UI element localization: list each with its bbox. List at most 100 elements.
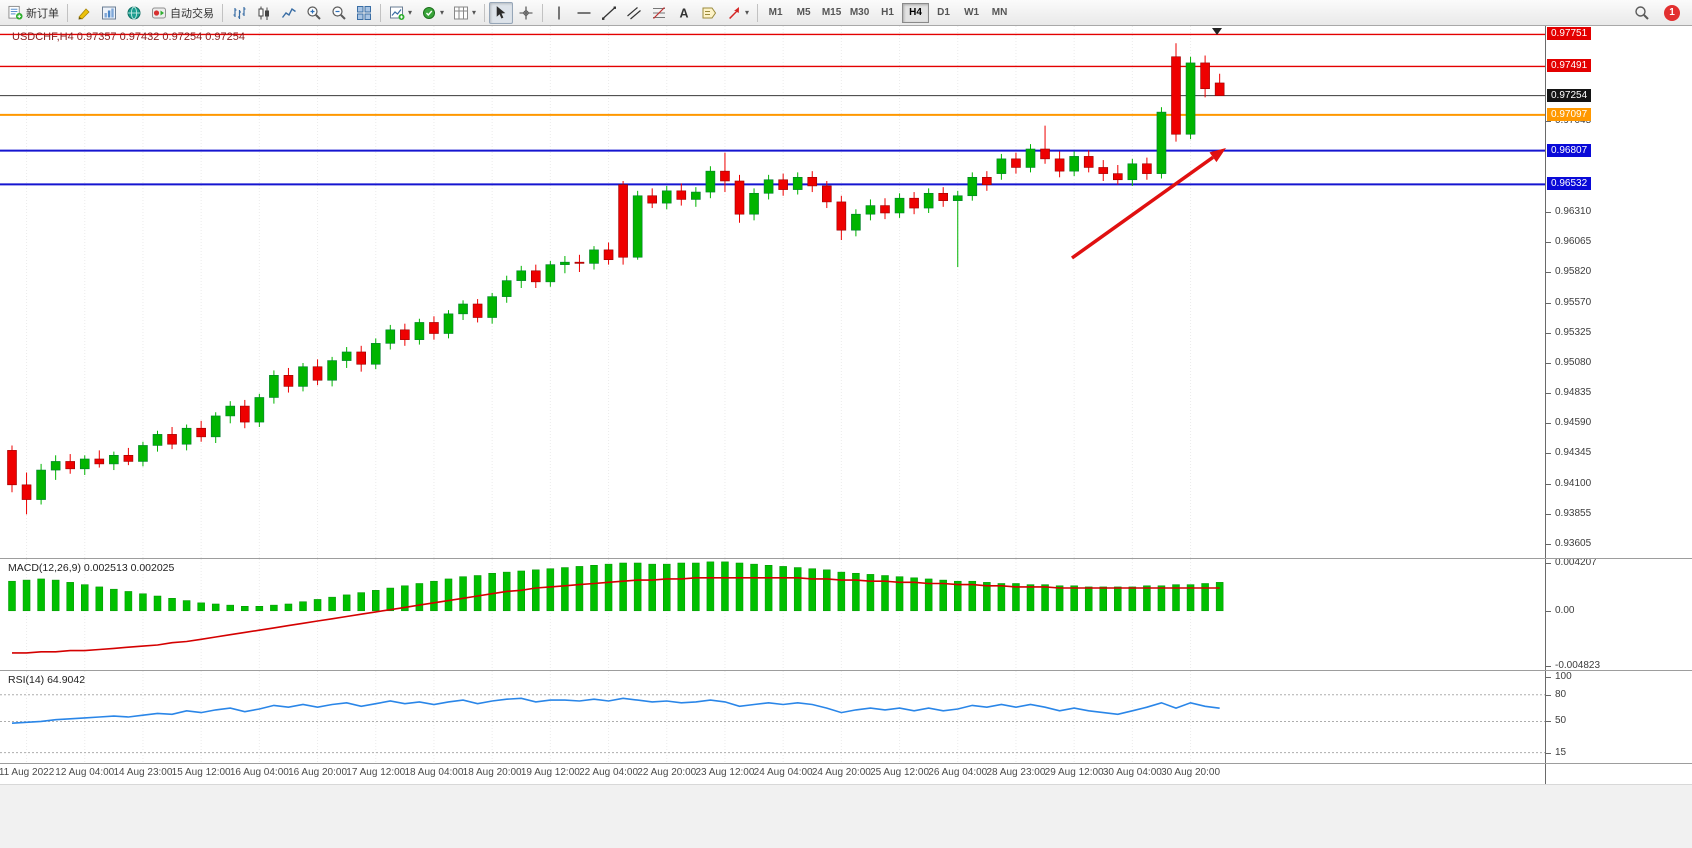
timeframe-m30-button[interactable]: M30 [846, 3, 873, 23]
candlestick-chart-button[interactable] [252, 2, 276, 24]
time-axis-label: 30 Aug 20:00 [1161, 767, 1221, 778]
price-level-badge: 0.97491 [1547, 59, 1592, 73]
arrows-tool-button[interactable]: ▾ [722, 2, 753, 24]
vertical-line-tool-button[interactable] [547, 2, 571, 24]
cursor-tool-button[interactable] [489, 1, 514, 24]
panel-divider[interactable] [0, 670, 1692, 671]
axis-tick-mark [1546, 544, 1551, 546]
candlestick-chart-icon [258, 6, 269, 20]
new-chart-button[interactable]: ▾ [385, 2, 416, 24]
macd-indicator-canvas[interactable] [0, 559, 1545, 670]
price-level-badge: 0.97751 [1547, 27, 1592, 41]
axis-tick-mark [1546, 610, 1551, 612]
horizontal-line-tool-button[interactable] [572, 2, 596, 24]
zoom-in-button[interactable] [302, 2, 326, 24]
auto-trading-button[interactable]: 自动交易 [147, 2, 218, 24]
axis-tick-label: 0.95080 [1555, 357, 1592, 369]
horizontal-line-icon [577, 11, 591, 14]
axis-tick-mark [1546, 562, 1551, 564]
time-axis-label: 24 Aug 20:00 [811, 767, 871, 778]
axis-tick-label: 0.96310 [1555, 205, 1592, 217]
crosshair-tool-button[interactable] [514, 2, 538, 24]
axis-tick-mark [1546, 423, 1551, 425]
cursor-icon [496, 6, 506, 19]
notification-badge[interactable]: 1 [1664, 4, 1680, 21]
fibonacci-tool-button[interactable] [647, 2, 671, 24]
axis-tick-mark [1546, 752, 1551, 754]
toolbar-separator [757, 3, 759, 22]
axis-tick-label: 0.004207 [1555, 556, 1597, 568]
new-order-label: 新订单 [26, 7, 59, 20]
trendline-icon [602, 6, 617, 20]
timeframe-w1-button[interactable]: W1 [958, 3, 985, 23]
trendline-tool-button[interactable] [597, 2, 621, 24]
price-level-badge: 0.96807 [1547, 143, 1592, 157]
time-axis-label: 25 Aug 12:00 [870, 767, 930, 778]
market-watch-button[interactable] [97, 2, 121, 24]
timeframe-m1-button[interactable]: M1 [762, 3, 789, 23]
line-chart-icon [281, 7, 296, 18]
macd-label: MACD(12,26,9) 0.002513 0.002025 [8, 562, 175, 574]
rsi-indicator-canvas[interactable] [0, 671, 1545, 763]
axis-tick-label: 50 [1555, 715, 1567, 727]
axis-tick-label: 0.94590 [1555, 417, 1592, 429]
community-button[interactable] [122, 2, 146, 24]
equidistant-channel-icon [627, 6, 641, 19]
timeframe-h4-button[interactable]: H4 [902, 2, 930, 23]
metaeditor-icon [78, 7, 90, 20]
time-axis-label: 19 Aug 12:00 [520, 767, 580, 778]
axis-tick-label: 100 [1555, 670, 1572, 682]
axis-tick-label: 0.95325 [1555, 326, 1592, 338]
market-watch-icon [102, 6, 116, 19]
tile-windows-button[interactable] [352, 2, 376, 24]
axis-tick-mark [1546, 272, 1551, 273]
svg-text:A: A [680, 6, 689, 20]
timeframe-m15-button[interactable]: M15 [818, 3, 845, 23]
toolbar-separator [380, 3, 381, 22]
bar-chart-button[interactable] [227, 2, 251, 24]
axis-tick-mark [1546, 513, 1551, 515]
panel-divider [0, 763, 1692, 764]
search-icon [1635, 5, 1649, 20]
time-axis-label: 26 Aug 04:00 [928, 767, 988, 778]
text-label-tool-button[interactable] [697, 2, 721, 24]
axis-tick-mark [1546, 332, 1551, 334]
axis-tick-mark [1546, 721, 1551, 723]
symbol-info-label: USDCHF,H4 0.97357 0.97432 0.97254 0.9725… [12, 31, 246, 43]
panel-divider[interactable] [0, 558, 1692, 559]
axis-tick-mark [1546, 302, 1551, 304]
price-chart-canvas[interactable] [0, 26, 1545, 558]
timeframe-mn-button[interactable]: MN [986, 3, 1013, 23]
time-axis[interactable]: 11 Aug 2022 12 Aug 04:00 14 Aug 23:00 15 Au… [0, 764, 1545, 784]
profiles-icon [423, 6, 436, 19]
axis-tick-label: 0.96065 [1555, 235, 1592, 247]
zoom-out-button[interactable] [327, 2, 351, 24]
new-chart-icon [390, 6, 405, 20]
new-order-button[interactable]: 新订单 [4, 2, 63, 24]
chevron-down-icon: ▾ [440, 7, 445, 17]
time-axis-label: 14 Aug 23:00 [113, 767, 173, 778]
channel-tool-button[interactable] [622, 2, 646, 24]
timeframe-d1-button[interactable]: D1 [930, 3, 957, 23]
timeframe-h1-button[interactable]: H1 [874, 3, 901, 23]
new-order-icon [8, 5, 23, 20]
axis-tick-label: 0.00 [1555, 604, 1575, 616]
axis-tick-label: 0.94835 [1555, 387, 1592, 399]
axis-tick-label: 0.95820 [1555, 266, 1592, 277]
search-button[interactable] [1630, 2, 1654, 24]
price-level-badge: 0.97097 [1547, 107, 1592, 121]
line-chart-button[interactable] [277, 2, 301, 24]
metaeditor-button[interactable] [72, 2, 96, 24]
chevron-down-icon: ▾ [472, 7, 477, 17]
toolbar-separator [67, 3, 68, 22]
time-axis-label: 30 Aug 04:00 [1102, 767, 1162, 778]
text-tool-button[interactable]: A [672, 2, 696, 24]
templates-button[interactable]: ▾ [449, 2, 480, 24]
axis-tick-mark [1546, 665, 1551, 667]
time-axis-label: 15 Aug 12:00 [171, 767, 231, 778]
timeframe-m5-button[interactable]: M5 [790, 3, 817, 23]
bottom-strip [0, 784, 1692, 848]
price-axis[interactable]: 0.970450.963100.960650.958200.955700.953… [1545, 26, 1692, 784]
profiles-button[interactable]: ▾ [417, 2, 448, 24]
text-icon: A [680, 6, 689, 20]
